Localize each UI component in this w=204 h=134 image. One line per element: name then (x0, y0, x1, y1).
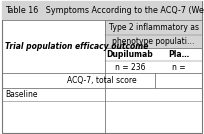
Text: Table 16   Symptoms According to the ACQ-7 (Weeks 24 an…: Table 16 Symptoms According to the ACQ-7… (5, 6, 204, 15)
Text: Baseline: Baseline (5, 90, 38, 99)
Text: Dupilumab: Dupilumab (107, 50, 153, 59)
Text: n = 236: n = 236 (115, 63, 145, 72)
Text: Type 2 inflammatory as: Type 2 inflammatory as (109, 23, 198, 32)
Text: phenotype populati…: phenotype populati… (112, 37, 195, 46)
Text: n =: n = (172, 63, 185, 72)
Text: Trial population efficacy outcome: Trial population efficacy outcome (5, 42, 149, 51)
Bar (2, 1, 202, 20)
Text: Pla…: Pla… (168, 50, 189, 59)
Bar (105, 20, 202, 48)
Text: ACQ-7, total score: ACQ-7, total score (67, 76, 137, 85)
